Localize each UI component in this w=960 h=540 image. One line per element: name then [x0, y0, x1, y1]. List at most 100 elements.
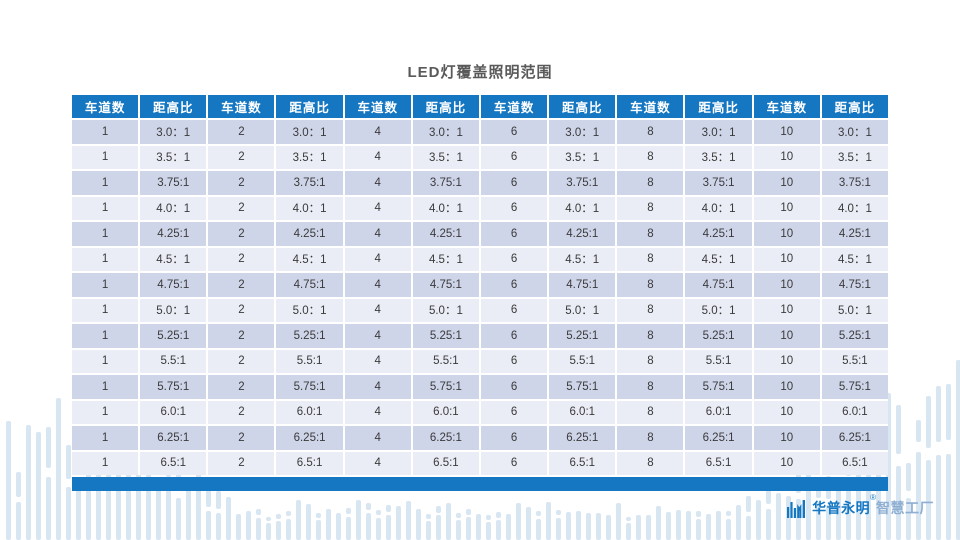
ratio-cell: 6.0:1: [821, 400, 888, 424]
ratio-cell: 5.25:1: [549, 324, 616, 348]
ratio-cell: 4.25:1: [276, 222, 343, 246]
lanes-cell: 4: [344, 247, 411, 271]
lanes-cell: 10: [753, 120, 820, 144]
lanes-cell: 1: [72, 349, 139, 373]
equalizer-bar: [936, 386, 941, 442]
ratio-cell: 4.75:1: [140, 273, 207, 297]
equalizer-bar: [746, 515, 751, 540]
ratio-cell: 4.75:1: [549, 273, 616, 297]
ratio-cell: 6.25:1: [549, 426, 616, 450]
equalizer-bar: [6, 420, 11, 540]
ratio-cell: 3.0：1: [821, 120, 888, 144]
ratio-cell: 5.5:1: [549, 349, 616, 373]
lanes-cell: 4: [344, 451, 411, 475]
lanes-cell: 2: [208, 247, 275, 271]
lanes-cell: 8: [617, 171, 684, 195]
equalizer-bar: [276, 514, 281, 520]
ratio-cell: 5.75:1: [276, 375, 343, 399]
equalizer-bar: [476, 513, 481, 540]
ratio-cell: 5.75:1: [412, 375, 479, 399]
equalizer-bar: [296, 500, 301, 540]
ratio-cell: 4.5：1: [549, 247, 616, 271]
ratio-cell: 5.25:1: [140, 324, 207, 348]
ratio-cell: 3.0：1: [276, 120, 343, 144]
ratio-cell: 3.5：1: [140, 145, 207, 169]
equalizer-bar: [426, 520, 431, 540]
ratio-cell: 3.0：1: [140, 120, 207, 144]
equalizer-bar: [636, 514, 641, 540]
ratio-cell: 3.75:1: [276, 171, 343, 195]
ratio-cell: 5.5:1: [276, 349, 343, 373]
lanes-cell: 8: [617, 426, 684, 450]
lanes-cell: 8: [617, 145, 684, 169]
lanes-cell: 6: [480, 426, 548, 450]
lanes-cell: 10: [753, 273, 820, 297]
ratio-cell: 6.5:1: [140, 451, 207, 475]
equalizer-bar: [496, 519, 501, 540]
equalizer-bar: [36, 432, 41, 540]
lanes-cell: 6: [480, 145, 548, 169]
equalizer-bar: [406, 501, 411, 540]
ratio-cell: 5.0：1: [821, 298, 888, 322]
equalizer-bar: [66, 487, 71, 540]
lanes-cell: 8: [617, 375, 684, 399]
lanes-cell: 1: [72, 171, 139, 195]
equalizer-bar: [956, 360, 960, 540]
equalizer-bar: [56, 398, 61, 540]
ratio-cell: 4.25:1: [412, 222, 479, 246]
equalizer-bar: [286, 510, 291, 517]
lanes-cell: 4: [344, 298, 411, 322]
lanes-cell: 10: [753, 349, 820, 373]
ratio-cell: 5.5:1: [140, 349, 207, 373]
lanes-cell: 4: [344, 375, 411, 399]
lanes-cell: 1: [72, 222, 139, 246]
equalizer-bar: [946, 383, 951, 441]
column-header-ratio: 距高比: [549, 95, 616, 118]
equalizer-bar: [266, 523, 271, 540]
equalizer-bar: [216, 513, 221, 540]
equalizer-bar: [256, 509, 261, 516]
lanes-cell: 6: [480, 400, 548, 424]
equalizer-bar: [726, 510, 731, 517]
ratio-cell: 5.5:1: [685, 349, 752, 373]
lanes-cell: 1: [72, 196, 139, 220]
lanes-cell: 4: [344, 171, 411, 195]
lanes-cell: 1: [72, 426, 139, 450]
equalizer-bar: [506, 514, 511, 540]
column-header-ratio: 距高比: [412, 95, 479, 118]
ratio-cell: 4.25:1: [685, 222, 752, 246]
lanes-cell: 4: [344, 273, 411, 297]
ratio-cell: 5.0：1: [140, 298, 207, 322]
equalizer-bar: [396, 506, 401, 540]
equalizer-bar: [176, 497, 181, 540]
lanes-cell: 1: [72, 451, 139, 475]
lanes-cell: 1: [72, 247, 139, 271]
lanes-cell: 2: [208, 375, 275, 399]
equalizer-bar: [266, 516, 271, 522]
hpwinner-logo-icon: [787, 498, 807, 518]
ratio-cell: 6.5:1: [685, 451, 752, 475]
equalizer-bar: [536, 518, 541, 540]
equalizer-bar: [716, 510, 721, 540]
lanes-cell: 10: [753, 324, 820, 348]
lanes-cell: 6: [480, 273, 548, 297]
equalizer-bar: [466, 517, 471, 540]
lanes-cell: 2: [208, 222, 275, 246]
equalizer-bar: [486, 515, 491, 520]
lanes-cell: 4: [344, 324, 411, 348]
equalizer-bar: [366, 502, 371, 510]
ratio-cell: 4.75:1: [821, 273, 888, 297]
lanes-cell: 2: [208, 196, 275, 220]
ratio-cell: 5.75:1: [549, 375, 616, 399]
lanes-cell: 4: [344, 426, 411, 450]
equalizer-bar: [586, 513, 591, 540]
ratio-cell: 6.5:1: [549, 451, 616, 475]
equalizer-bar: [596, 513, 601, 540]
brand-logo: 华普永明®智慧工厂: [787, 493, 934, 520]
ratio-cell: 4.0：1: [549, 196, 616, 220]
equalizer-bar: [316, 512, 321, 518]
equalizer-bar: [306, 504, 311, 540]
lanes-cell: 6: [480, 298, 548, 322]
equalizer-bar: [566, 512, 571, 540]
lanes-cell: 2: [208, 120, 275, 144]
